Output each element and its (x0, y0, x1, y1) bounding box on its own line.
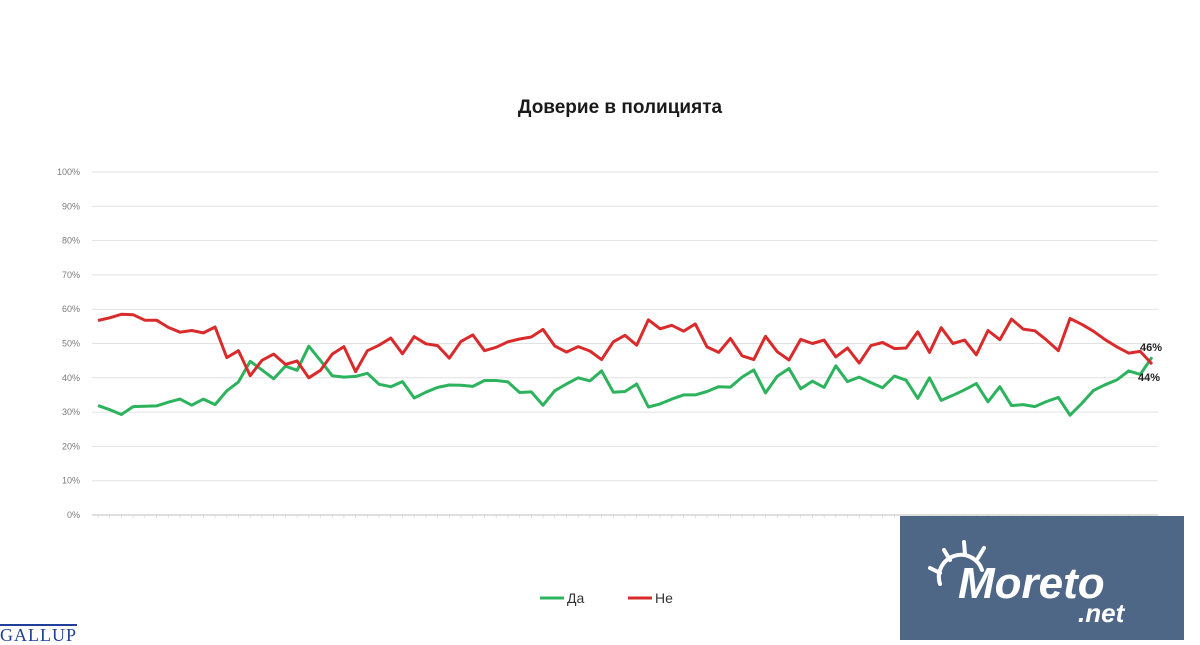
y-axis: 0% 10% 20% 30% 40% 50% 60% 70% 80% 90% 100% (57, 167, 80, 520)
y-tick-label: 20% (62, 441, 80, 451)
y-tick-label: 10% (62, 476, 80, 486)
logo-text: Moreto (958, 559, 1105, 608)
end-label: 44% (1138, 372, 1160, 384)
end-label: 46% (1140, 342, 1162, 354)
y-tick-label: 50% (62, 339, 80, 349)
sun-icon (928, 540, 986, 586)
series-line-0 (97, 344, 1154, 417)
legend-label: Да (567, 590, 584, 606)
source-logo: GALLUP (0, 624, 77, 645)
grid (92, 171, 1158, 516)
legend: Да Не (540, 590, 673, 606)
y-tick-label: 40% (62, 373, 80, 383)
y-tick-label: 100% (57, 167, 80, 177)
end-labels: 46% 44% (1138, 342, 1162, 384)
moreto-logo: Moreto .net (900, 516, 1184, 640)
y-tick-label: 70% (62, 270, 80, 280)
y-tick-label: 80% (62, 236, 80, 246)
y-tick-label: 90% (62, 201, 80, 211)
y-tick-label: 30% (62, 407, 80, 417)
y-tick-label: 0% (67, 510, 80, 520)
y-tick-label: 60% (62, 304, 80, 314)
series-lines (97, 312, 1154, 417)
logo-suffix: .net (1078, 598, 1126, 628)
chart-title: Доверие в полицията (518, 97, 723, 118)
series-line-1 (97, 312, 1154, 380)
legend-label: Не (655, 590, 673, 606)
